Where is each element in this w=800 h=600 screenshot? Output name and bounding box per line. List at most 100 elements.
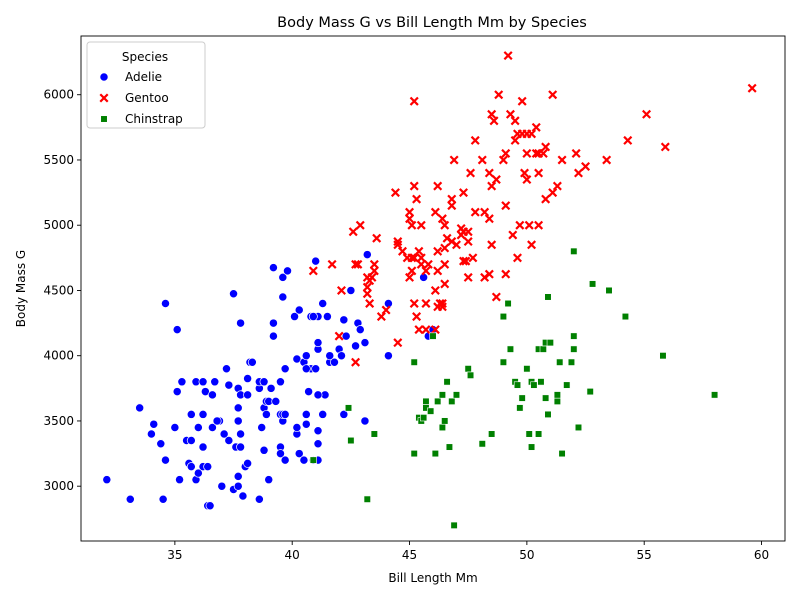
data-point	[523, 365, 531, 373]
data-point	[336, 285, 346, 295]
data-point	[175, 475, 185, 485]
data-point	[470, 135, 480, 145]
data-point	[437, 214, 447, 224]
data-point	[236, 429, 246, 439]
data-point	[501, 148, 511, 158]
data-point	[304, 387, 314, 397]
data-point	[503, 51, 513, 61]
data-point	[355, 325, 365, 335]
data-point	[463, 272, 473, 282]
data-point	[487, 240, 497, 250]
data-point	[522, 148, 532, 158]
data-point	[177, 377, 187, 387]
data-point	[308, 312, 318, 322]
data-point	[429, 332, 437, 340]
data-point	[498, 155, 508, 165]
y-tick-label: 4500	[43, 283, 74, 297]
data-point	[236, 442, 246, 452]
data-point	[372, 233, 382, 243]
data-point	[407, 253, 417, 263]
data-point	[522, 175, 532, 185]
data-point	[210, 377, 220, 387]
data-point	[504, 299, 512, 308]
data-point	[325, 351, 335, 361]
data-point	[501, 269, 511, 279]
data-point	[435, 298, 445, 309]
data-point	[512, 253, 522, 263]
data-point	[440, 220, 450, 230]
data-point	[369, 266, 379, 276]
data-point	[499, 358, 507, 366]
data-point	[360, 338, 370, 348]
data-point	[621, 312, 630, 321]
data-point	[452, 391, 461, 399]
data-point	[515, 220, 525, 230]
data-point	[463, 237, 473, 247]
data-point	[581, 161, 591, 171]
y-axis-label: Body Mass G	[14, 250, 28, 327]
data-point	[278, 272, 288, 282]
data-point	[341, 331, 351, 341]
data-point	[527, 240, 537, 250]
data-point	[407, 220, 417, 230]
data-point	[552, 181, 562, 191]
data-point	[433, 246, 443, 256]
data-point	[348, 227, 358, 237]
series-adelie	[102, 250, 438, 511]
data-point	[278, 292, 288, 302]
legend-label: Gentoo	[125, 91, 169, 105]
x-axis-label: Bill Length Mm	[388, 571, 477, 585]
data-point	[416, 259, 426, 269]
data-point	[510, 116, 520, 126]
data-point	[243, 390, 253, 400]
data-point	[369, 259, 379, 269]
data-point	[280, 364, 290, 374]
data-point	[264, 475, 274, 485]
data-point	[412, 194, 422, 204]
data-point	[534, 220, 544, 230]
data-point	[544, 410, 552, 419]
data-point	[259, 377, 269, 387]
data-point	[409, 253, 419, 263]
data-point	[311, 256, 321, 266]
data-point	[468, 253, 478, 263]
data-point	[553, 397, 561, 405]
data-point	[409, 298, 419, 309]
data-point	[570, 332, 578, 340]
data-point	[390, 188, 400, 198]
y-tick-label: 6000	[43, 88, 74, 102]
x-tick-label: 50	[519, 548, 534, 562]
data-point	[198, 442, 208, 452]
data-point	[570, 247, 578, 255]
data-point	[158, 494, 168, 504]
data-point	[470, 207, 480, 217]
data-point	[445, 443, 454, 451]
data-point	[458, 188, 469, 198]
data-point	[405, 214, 415, 224]
data-point	[351, 357, 361, 367]
data-point	[531, 122, 541, 132]
data-point	[546, 339, 554, 347]
data-point	[422, 397, 430, 405]
data-point	[233, 416, 243, 426]
data-point	[247, 357, 257, 367]
data-point	[198, 377, 208, 387]
data-point	[259, 445, 269, 455]
data-point	[370, 430, 378, 438]
data-point	[567, 358, 576, 366]
axis-ticks: 35 40 45 50 55 60 3000 3500 4000 4500 5000 5500 6000	[43, 88, 769, 562]
data-point	[362, 282, 372, 292]
data-point	[530, 381, 538, 389]
data-point	[451, 240, 461, 250]
data-point	[489, 116, 499, 126]
data-point	[410, 449, 418, 458]
data-point	[409, 181, 419, 191]
data-point	[548, 188, 558, 198]
x-tick-label: 40	[285, 548, 300, 562]
legend-label: Adelie	[125, 70, 162, 84]
data-point	[339, 315, 349, 325]
data-point	[205, 501, 215, 511]
data-point	[362, 289, 372, 299]
data-point	[484, 269, 494, 279]
data-point	[280, 455, 290, 465]
